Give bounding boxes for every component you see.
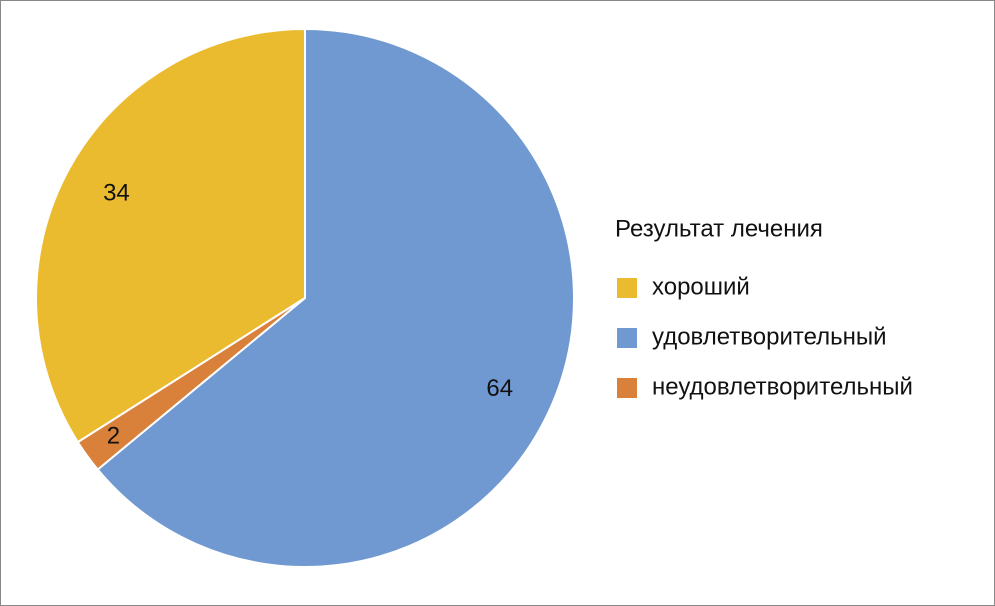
pie-slice — [35, 27, 306, 444]
legend-label: неудовлетворительный — [652, 373, 913, 400]
pie-slice — [76, 297, 306, 471]
pie-slice — [96, 27, 575, 568]
legend-swatch — [617, 328, 637, 348]
legend-swatch — [617, 378, 637, 398]
legend-label: хороший — [652, 273, 750, 300]
legend-swatch — [617, 278, 637, 298]
legend-title: Результат лечения — [615, 215, 823, 242]
data-label: 2 — [107, 422, 120, 449]
data-label: 64 — [486, 375, 513, 402]
data-label: 34 — [103, 180, 130, 207]
legend-label: удовлетворительный — [652, 323, 887, 350]
